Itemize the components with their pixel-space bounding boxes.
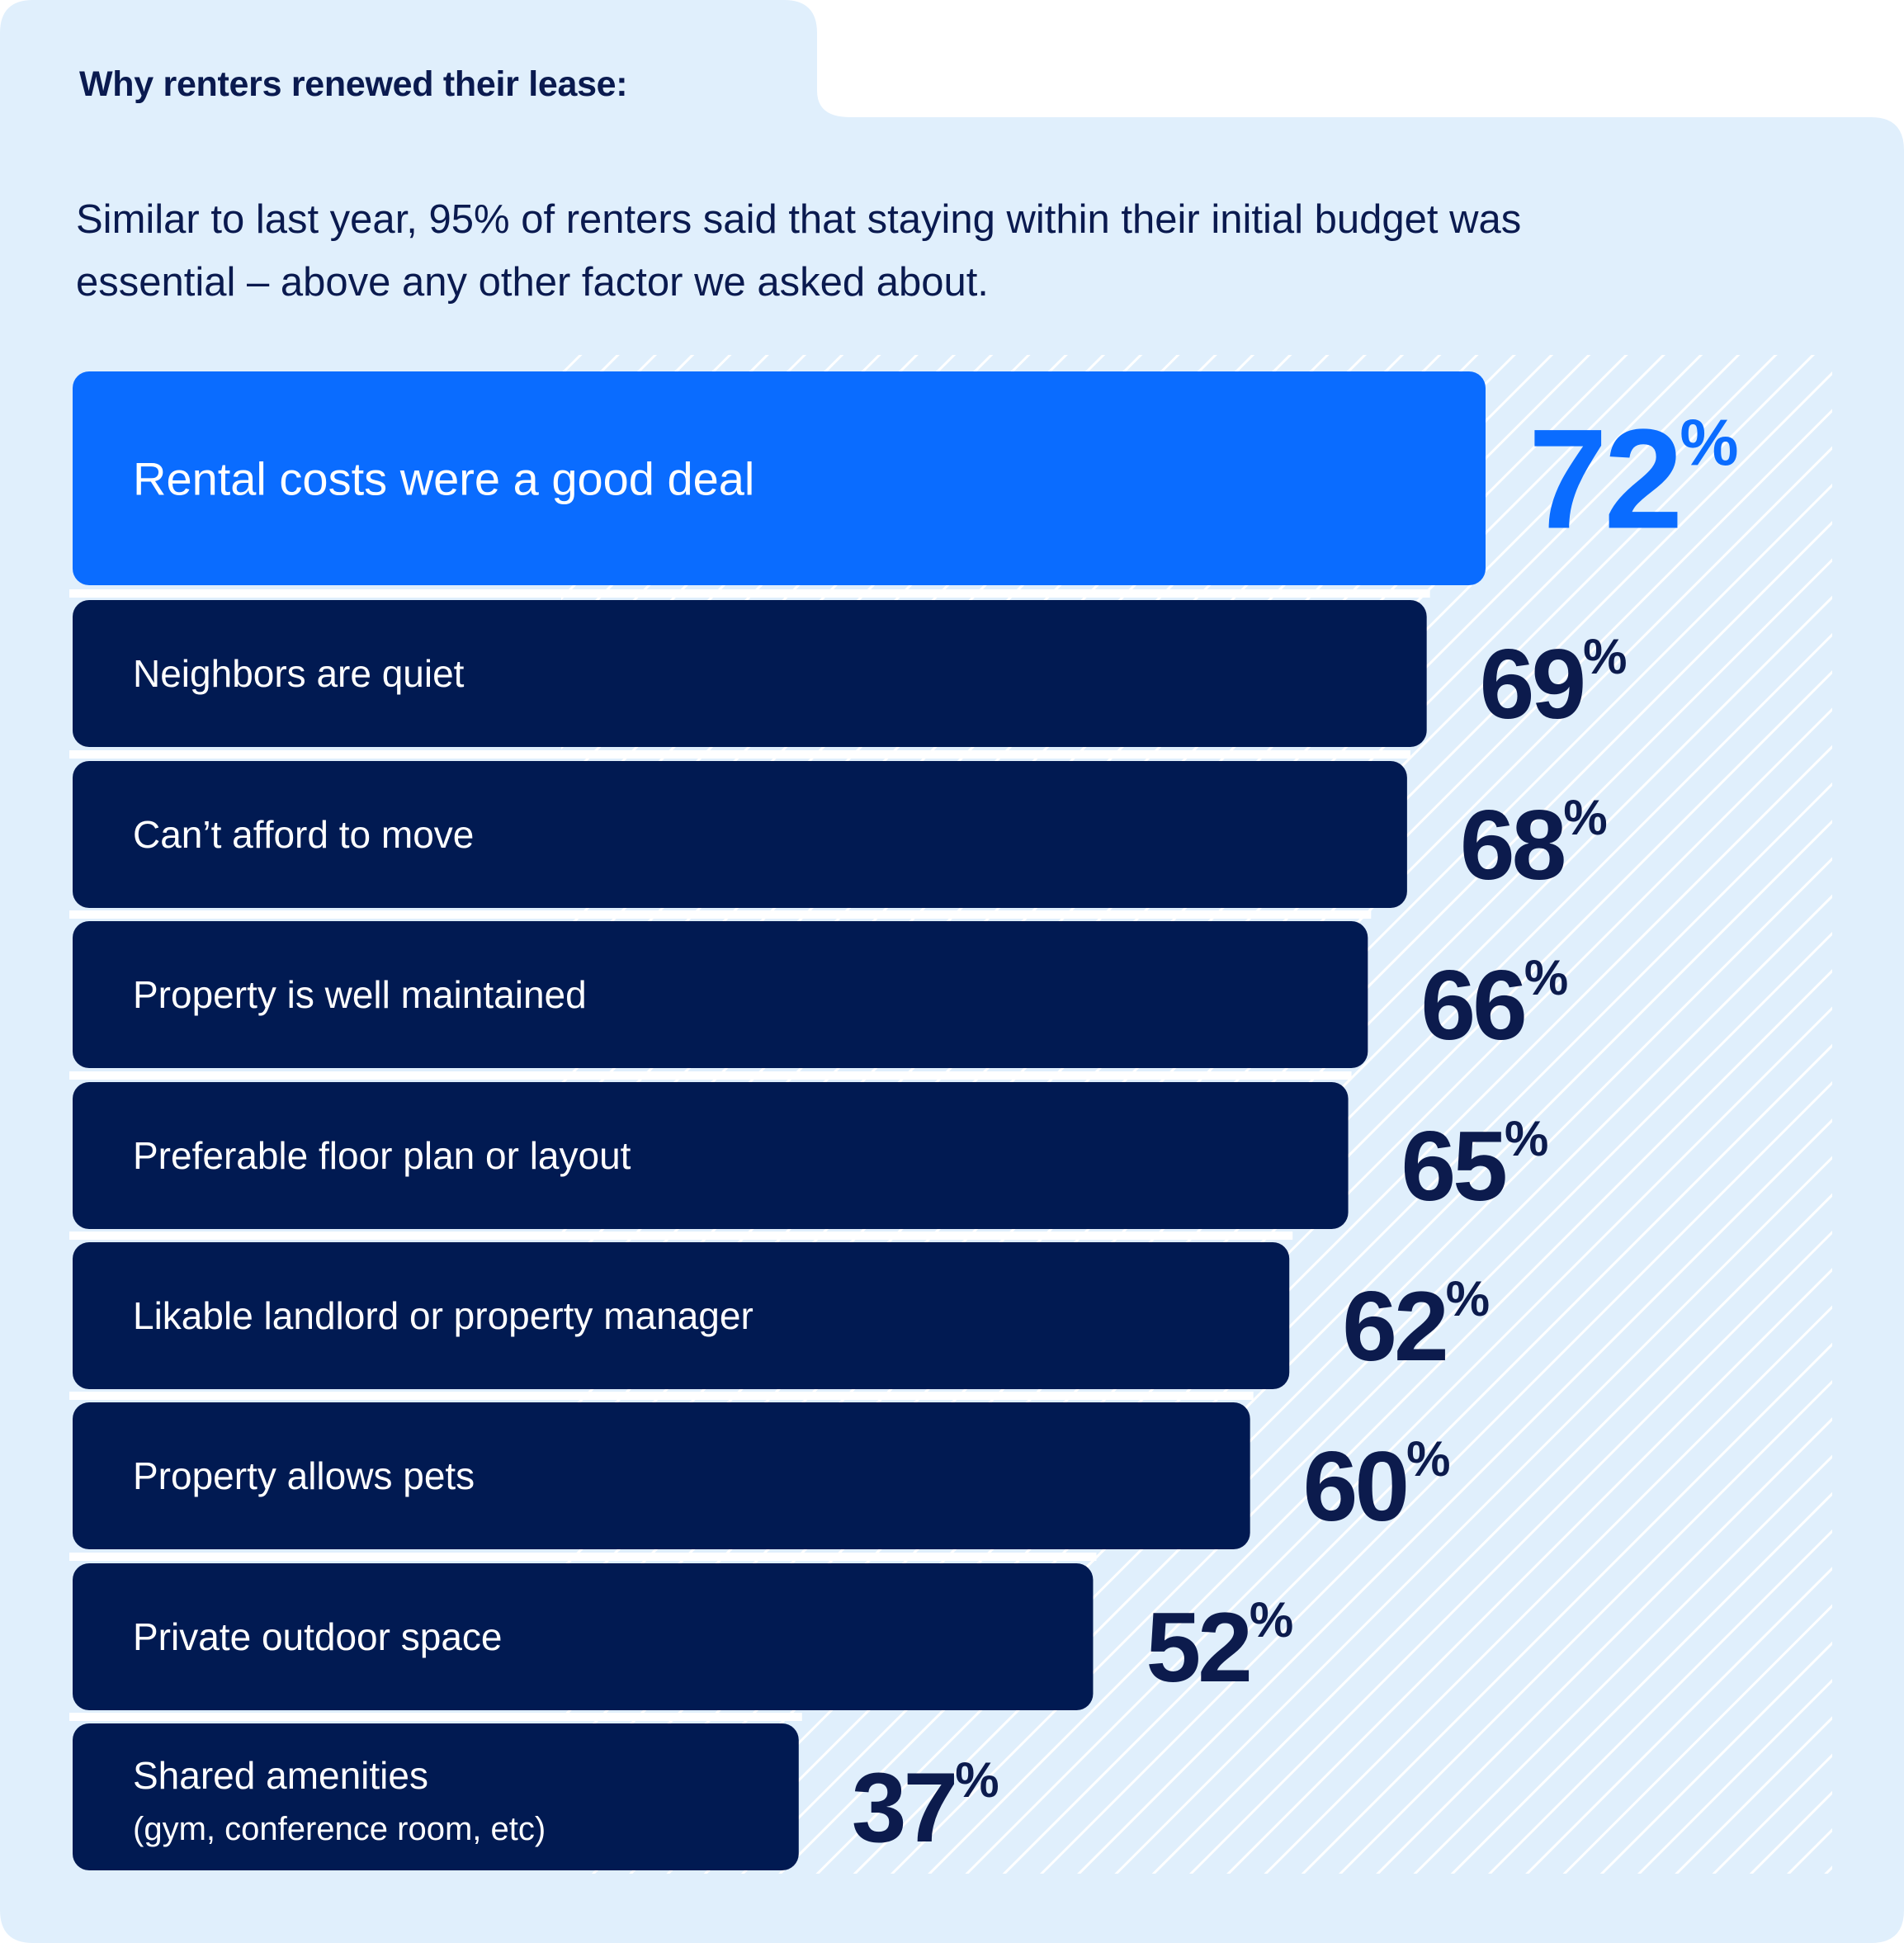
bar-7 [73, 1563, 1094, 1710]
bar-gap [69, 910, 1372, 919]
bar-gap [69, 589, 1430, 598]
bar-gap [69, 750, 1410, 759]
chart-subtitle: Similar to last year, 95% of renters sai… [76, 197, 1522, 305]
bar-8 [73, 1723, 799, 1870]
bar-label-8: Shared amenities (gym, conference room, e… [133, 1754, 546, 1847]
bar-label-4: Preferable floor plan or layout [133, 1134, 631, 1177]
bar-2 [73, 761, 1407, 908]
bar-4 [73, 1082, 1349, 1229]
bar-1 [73, 600, 1427, 747]
bar-0 [73, 371, 1486, 585]
bar-6 [73, 1402, 1250, 1549]
bar-3 [73, 921, 1368, 1068]
bar-label-6: Property allows pets [133, 1454, 475, 1497]
bar-gap [69, 1713, 802, 1721]
bar-gap [69, 1553, 1097, 1561]
bar-gap [69, 1071, 1352, 1080]
chart-title: Why renters renewed their lease: [79, 64, 628, 104]
bar-label-5: Likable landlord or property manager [133, 1294, 754, 1337]
bar-label-7: Private outdoor space [133, 1615, 503, 1658]
bar-label-1: Neighbors are quiet [133, 652, 465, 695]
bar-gap [69, 1232, 1293, 1240]
bar-label-3: Property is well maintained [133, 973, 587, 1016]
bar-5 [73, 1242, 1290, 1389]
bar-label-0: Rental costs were a good deal [133, 453, 754, 505]
bar-label-2: Can’t afford to move [133, 813, 474, 856]
bar-gap [69, 1392, 1254, 1400]
